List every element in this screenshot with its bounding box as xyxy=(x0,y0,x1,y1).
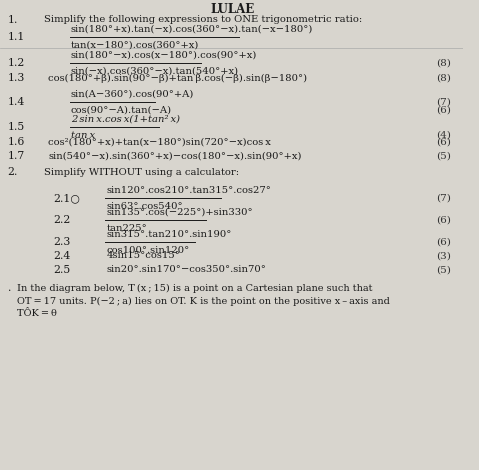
Text: 1.5: 1.5 xyxy=(8,122,25,132)
Text: Simplify WITHOUT using a calculator:: Simplify WITHOUT using a calculator: xyxy=(44,167,239,177)
Text: sin(−x).cos(360°−x).tan(540°+x): sin(−x).cos(360°−x).tan(540°+x) xyxy=(70,66,239,76)
Text: 1.3: 1.3 xyxy=(8,73,25,83)
Text: (3): (3) xyxy=(436,251,451,260)
Text: (7): (7) xyxy=(436,194,451,203)
Text: (6): (6) xyxy=(436,138,451,147)
Text: (8): (8) xyxy=(436,73,451,83)
Text: Simplify the following expressions to ONE trigonometric ratio:: Simplify the following expressions to ON… xyxy=(44,15,362,24)
Text: .: . xyxy=(8,283,11,293)
Text: tan(x−180°).cos(360°+x): tan(x−180°).cos(360°+x) xyxy=(70,40,199,49)
Text: 1.: 1. xyxy=(8,15,18,25)
Text: (4): (4) xyxy=(436,131,451,140)
Text: 1.2: 1.2 xyxy=(8,58,25,68)
Text: tan x: tan x xyxy=(70,131,95,140)
Text: 1.4: 1.4 xyxy=(8,97,25,107)
Text: cos²(180°+x)+tan(x−180°)sin(720°−x)cos x: cos²(180°+x)+tan(x−180°)sin(720°−x)cos x xyxy=(48,138,271,147)
Text: sin(A−360°).cos(90°+A): sin(A−360°).cos(90°+A) xyxy=(70,89,194,99)
Text: sin(540°−x).sin(360°+x)−cos(180°−x).sin(90°+x): sin(540°−x).sin(360°+x)−cos(180°−x).sin(… xyxy=(48,151,302,160)
Text: (6): (6) xyxy=(436,237,451,246)
Text: sin315°.tan210°.sin190°: sin315°.tan210°.sin190° xyxy=(106,229,232,238)
Text: LULAE: LULAE xyxy=(210,3,254,16)
Text: 2 sin x.cos x(1+tan² x): 2 sin x.cos x(1+tan² x) xyxy=(70,115,180,124)
Text: sin(180°+x).tan(−x).cos(360°−x).tan(−x−180°): sin(180°+x).tan(−x).cos(360°−x).tan(−x−1… xyxy=(70,24,313,33)
Text: sin120°.cos210°.tan315°.cos27°: sin120°.cos210°.tan315°.cos27° xyxy=(106,186,271,195)
Text: (6): (6) xyxy=(436,216,451,225)
Text: 2.2: 2.2 xyxy=(53,215,70,225)
Text: cos100°.sin120°: cos100°.sin120° xyxy=(106,245,190,254)
Text: cos(180°+β).sin(90°−β)+tan β.cos(−β).sin(β−180°): cos(180°+β).sin(90°−β)+tan β.cos(−β).sin… xyxy=(48,73,308,83)
Text: 2.4: 2.4 xyxy=(53,251,70,261)
Text: 4sin15°cos15°: 4sin15°cos15° xyxy=(106,251,180,260)
Text: 1.6: 1.6 xyxy=(8,137,25,147)
Text: OT = 17 units. P(−2 ; a) lies on OT. K is the point on the positive x – axis and: OT = 17 units. P(−2 ; a) lies on OT. K i… xyxy=(17,297,390,306)
Text: sin135°.cos(−225°)+sin330°: sin135°.cos(−225°)+sin330° xyxy=(106,207,253,217)
Text: 1.1: 1.1 xyxy=(8,32,25,42)
Text: cos(90°−A).tan(−A): cos(90°−A).tan(−A) xyxy=(70,105,172,115)
Text: (6): (6) xyxy=(436,105,451,115)
Text: (7): (7) xyxy=(436,97,451,107)
Text: 2.: 2. xyxy=(8,167,18,177)
Text: TÔK = θ: TÔK = θ xyxy=(17,310,57,319)
Text: 1.7: 1.7 xyxy=(8,151,25,161)
Text: sin63°.cos540°: sin63°.cos540° xyxy=(106,202,183,211)
Text: 2.5: 2.5 xyxy=(53,265,70,275)
Text: In the diagram below, T (x ; 15) is a point on a Cartesian plane such that: In the diagram below, T (x ; 15) is a po… xyxy=(17,283,373,292)
Text: sin20°.sin170°−cos350°.sin70°: sin20°.sin170°−cos350°.sin70° xyxy=(106,266,266,274)
Text: (5): (5) xyxy=(436,266,451,274)
Text: sin(180°−x).cos(x−180°).cos(90°+x): sin(180°−x).cos(x−180°).cos(90°+x) xyxy=(70,50,257,60)
Text: (5): (5) xyxy=(436,151,451,160)
Text: (8): (8) xyxy=(436,58,451,68)
Text: 2.3: 2.3 xyxy=(53,237,70,247)
Text: tan225°: tan225° xyxy=(106,224,147,233)
Text: 2.1○: 2.1○ xyxy=(53,193,80,203)
